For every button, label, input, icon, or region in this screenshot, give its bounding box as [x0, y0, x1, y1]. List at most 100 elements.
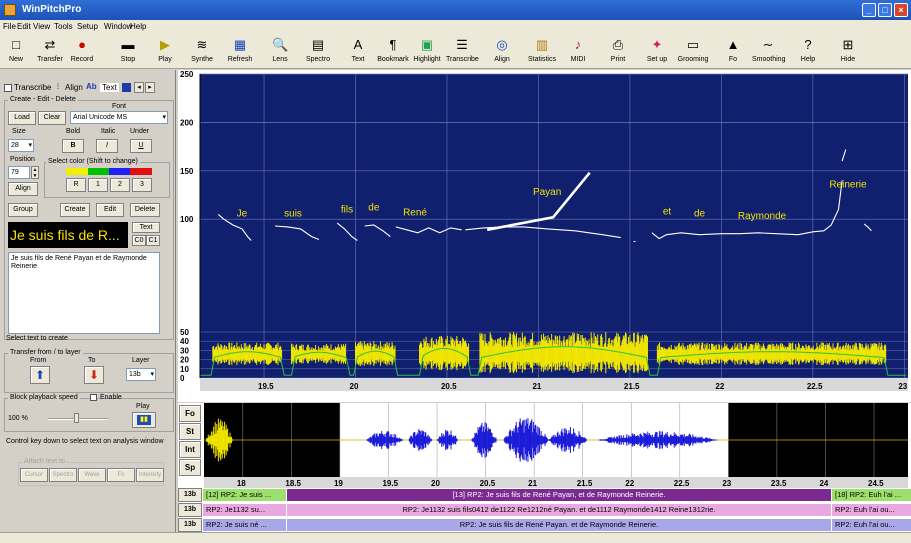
menu-tools[interactable]: Tools [54, 22, 73, 31]
size-select[interactable]: 28 ▾ [8, 139, 34, 152]
tab-transcribe[interactable]: Transcribe [14, 83, 52, 92]
toolbar-play-button[interactable]: ▶ Play [149, 34, 181, 67]
delete-button[interactable]: Delete [130, 203, 160, 217]
speed-slider-thumb[interactable] [74, 413, 79, 423]
italic-button[interactable]: I [96, 139, 118, 153]
c0-button[interactable]: C0 [132, 235, 146, 246]
toolbar-synthe-button[interactable]: ≋ Synthe [186, 34, 218, 67]
menu-window[interactable]: Window [104, 22, 133, 31]
toolbar-statistics-button[interactable]: ▥ Statistics [526, 34, 558, 67]
view-int-button[interactable]: Int [179, 441, 201, 458]
toolbar-print-button[interactable]: ⎙ Print [602, 34, 634, 67]
clear-button[interactable]: Clear [38, 111, 66, 125]
toolbar-spectro-button[interactable]: ▤ Spectro [302, 34, 334, 67]
attach-wave-button[interactable]: Wave [78, 468, 106, 482]
toolbar-midi-button[interactable]: ♪ MIDI [562, 34, 594, 67]
toolbar-smoothing-button[interactable]: ∼ Smoothing [752, 34, 785, 67]
enable-checkbox[interactable] [90, 394, 97, 401]
toolbar-set-up-button[interactable]: ✦ Set up [641, 34, 673, 67]
layer-segment[interactable]: RP2: Je suis né ... [203, 519, 286, 531]
aligned-word[interactable]: de [368, 202, 380, 213]
aligned-word[interactable]: fils [341, 204, 353, 215]
menu-view[interactable]: View [33, 22, 51, 31]
aligned-word[interactable]: et [663, 206, 672, 217]
layer-segment[interactable]: RP2: Euh l'ai ou... [832, 519, 911, 531]
color-swatch-blue[interactable] [109, 168, 130, 175]
toolbar-grooming-button[interactable]: ▭ Grooming [677, 34, 709, 67]
toolbar-highlight-button[interactable]: ▣ Highlight [411, 34, 443, 67]
layer-segment[interactable]: [13] RP2: Je suis fils de René Payan, et… [287, 489, 831, 501]
toolbar-refresh-button[interactable]: ▦ Refresh [224, 34, 256, 67]
layer-select[interactable]: 13b ▾ [126, 368, 156, 381]
layer-segment[interactable]: RP2: Je suis fils de René Payan. et de R… [287, 519, 831, 531]
minimize-button[interactable]: _ [862, 3, 876, 17]
color-swatches[interactable] [66, 168, 152, 175]
toolbar-help-button[interactable]: ? Help [792, 34, 824, 67]
position-input[interactable]: 79 [8, 166, 30, 179]
color-button-2[interactable]: 2 [110, 178, 130, 192]
toolbar-transfer-button[interactable]: ⇄ Transfer [34, 34, 66, 67]
toolbar-fo-button[interactable]: ▲ Fo [717, 34, 749, 67]
aligned-word[interactable]: de [694, 208, 706, 219]
toolbar-record-button[interactable]: ● Record [66, 34, 98, 67]
attach-fo-button[interactable]: Fo [107, 468, 135, 482]
attach-spectro-button[interactable]: Spectro [49, 468, 77, 482]
toolbar-align-button[interactable]: ◎ Align [486, 34, 518, 67]
tab-scroll-left[interactable]: ◂ [134, 82, 144, 93]
load-button[interactable]: Load [8, 111, 36, 125]
color-swatch-red[interactable] [130, 168, 152, 175]
group-button[interactable]: Group [8, 203, 38, 217]
view-sp-button[interactable]: Sp [179, 459, 201, 476]
attach-intensity-button[interactable]: Intensity [136, 468, 164, 482]
align-button[interactable]: Align [8, 182, 38, 196]
menu-file[interactable]: File [3, 22, 16, 31]
aligned-word[interactable]: suis [284, 208, 302, 219]
layer-segment[interactable]: RP2: Je1132 su... [203, 504, 286, 516]
attach-cursor-button[interactable]: Cursor [20, 468, 48, 482]
aligned-word[interactable]: Payan [533, 187, 561, 198]
tab-text[interactable]: Text [100, 83, 119, 92]
font-select[interactable]: Arial Unicode MS ▾ [70, 111, 168, 124]
layer-segment[interactable]: [12] RP2: Je suis ... [203, 489, 286, 501]
pitch-stylization-line[interactable] [486, 171, 591, 232]
text-button[interactable]: Text [132, 222, 160, 233]
bold-button[interactable]: B [62, 139, 84, 153]
text-content-area[interactable]: Je suis fils de René Payan et de Raymond… [8, 252, 160, 334]
aligned-word[interactable]: Je [237, 208, 248, 219]
menu-setup[interactable]: Setup [77, 22, 98, 31]
color-button-1[interactable]: 1 [88, 178, 108, 192]
toolbar-bookmark-button[interactable]: ¶ Bookmark [377, 34, 409, 67]
toolbar-lens-button[interactable]: 🔍 Lens [264, 34, 296, 67]
edit-button[interactable]: Edit [96, 203, 124, 217]
toolbar-hide-button[interactable]: ⊞ Hide [832, 34, 864, 67]
menu-edit[interactable]: Edit [17, 22, 31, 31]
aligned-word[interactable]: Reinerie [829, 179, 867, 190]
block-play-button[interactable]: ▮▮ [132, 412, 156, 428]
tab-scroll-right[interactable]: ▸ [145, 82, 155, 93]
toolbar-stop-button[interactable]: ▬ Stop [112, 34, 144, 67]
layer-segment[interactable]: [18] RP2: Euh l'ai ... [832, 489, 911, 501]
close-button[interactable]: × [894, 3, 908, 17]
view-st-button[interactable]: St [179, 423, 201, 440]
pitch-analysis-window[interactable]: 250 200 150 100 50 40 30 20 10 0 19.5 20 20.5 21 21.5 2… [178, 70, 911, 402]
tab-align[interactable]: Align [65, 83, 83, 92]
color-button-r[interactable]: R [66, 178, 86, 192]
toolbar-transcribe-button[interactable]: ☰ Transcribe [446, 34, 479, 67]
color-swatch-yellow[interactable] [66, 168, 88, 175]
color-button-3[interactable]: 3 [132, 178, 152, 192]
position-spinner[interactable]: ▲ ▼ [31, 166, 39, 179]
create-button[interactable]: Create [60, 203, 90, 217]
underline-button[interactable]: U [130, 139, 152, 153]
c1-button[interactable]: C1 [146, 235, 160, 246]
view-fo-button[interactable]: Fo [179, 405, 201, 422]
aligned-word[interactable]: René [403, 207, 427, 218]
waveform-window[interactable]: 18 18.5 19 19.5 20 20.5 21 21.5 22 22.5 23 23.5 24 24… [178, 403, 911, 488]
transfer-to-button[interactable]: ⬇ [84, 366, 104, 384]
layer-segment[interactable]: RP2: Euh l'ai ou... [832, 504, 911, 516]
layer-segment[interactable]: RP2: Je1132 suis fils0412 de1122 Re1212n… [287, 504, 831, 516]
toolbar-new-button[interactable]: □ New [0, 34, 32, 67]
color-swatch-green[interactable] [88, 168, 109, 175]
transfer-from-button[interactable]: ⬆ [30, 366, 50, 384]
toolbar-text-button[interactable]: A Text [342, 34, 374, 67]
menu-help[interactable]: Help [130, 22, 147, 31]
